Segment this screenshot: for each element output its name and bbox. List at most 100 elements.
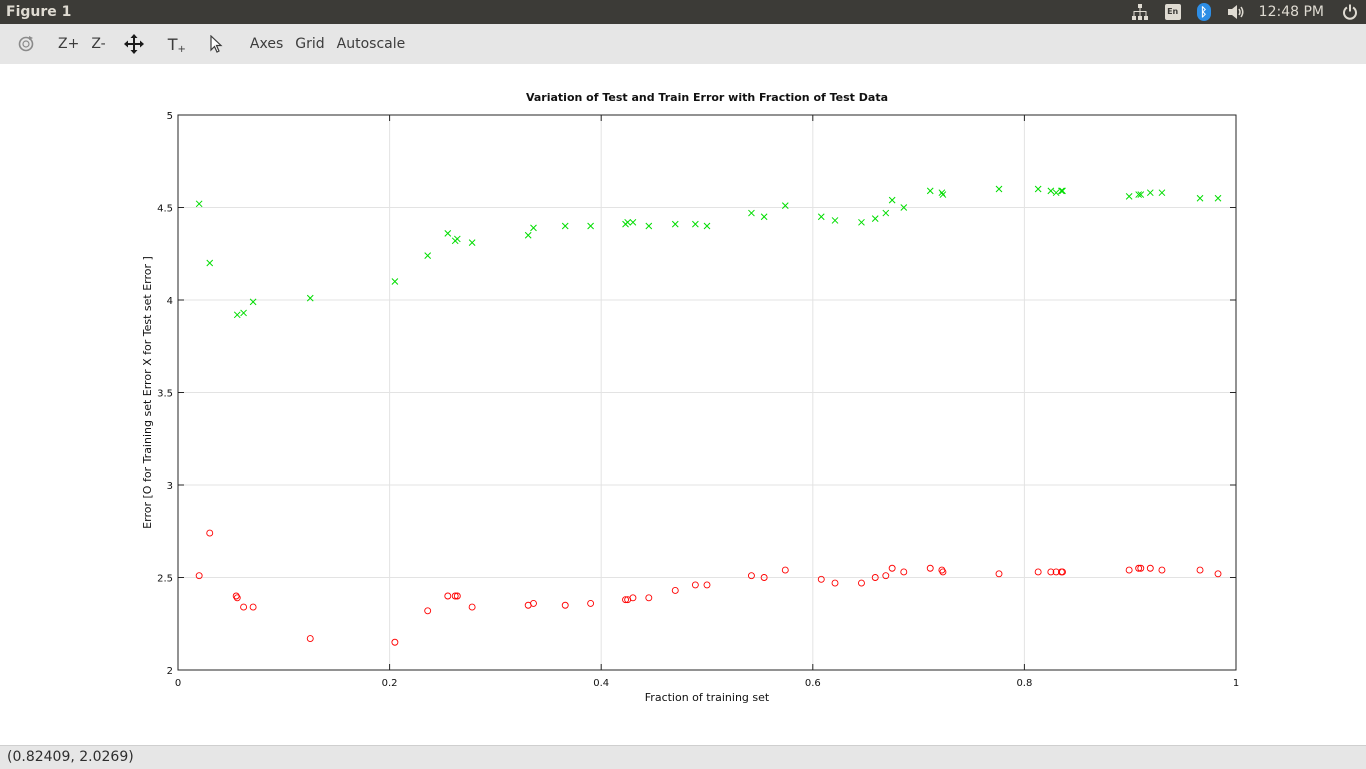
y-tick-label: 2 [167,666,173,677]
test-error-point [195,200,203,208]
training-error-point [1034,568,1042,576]
training-error-point [468,603,476,611]
insert-text-button[interactable]: T + [167,34,186,55]
training-error-point [424,607,432,615]
pan-icon[interactable] [116,29,152,59]
training-error-point [703,581,711,589]
test-error-point [524,231,532,239]
axis-ticks: 0 0.2 0.4 0.6 0.8 1 2 2.5 3 3.5 4 4.5 5 [157,111,1239,689]
test-error-point [561,222,569,230]
scatter-chart[interactable]: 0 0.2 0.4 0.6 0.8 1 2 2.5 3 3.5 4 4.5 5 Variation of… [0,64,1366,745]
window-title: Figure 1 [6,4,72,20]
test-error-point [1158,189,1166,197]
test-error-point [306,294,314,302]
test-error-point [939,191,947,198]
x-tick-label: 0.6 [805,678,821,689]
training-error-point [691,581,699,589]
power-icon[interactable] [1342,0,1358,24]
test-error-point [249,298,257,306]
x-tick-label: 0 [175,678,181,689]
y-tick-label: 4.5 [157,204,173,215]
test-error-point [1135,191,1143,198]
figure-toolbar: Z+ Z- T + Axes Grid Autoscale [0,24,1366,65]
y-tick-label: 4 [167,296,173,307]
training-error-point [1047,568,1055,576]
test-error-point [444,230,452,237]
training-error-point [645,594,653,602]
test-error-point [1052,189,1060,197]
training-error-point [781,566,789,574]
zoom-out-button[interactable]: Z- [91,36,106,52]
rotate-icon[interactable] [8,29,44,59]
training-error-point [232,592,240,600]
training-error-point [1214,570,1222,578]
training-error-point [206,529,214,537]
training-error-point [587,599,595,607]
test-error-point [831,217,839,224]
y-tick-label: 2.5 [157,574,173,585]
training-error-point [871,574,879,581]
chart-title: Variation of Test and Train Error with F… [526,91,888,104]
training-error-point [530,599,537,607]
y-tick-label: 3.5 [157,389,173,400]
system-tray: En ᛒ 12:48 PM [1123,0,1366,24]
figure-canvas[interactable]: 0 0.2 0.4 0.6 0.8 1 2 2.5 3 3.5 4 4.5 5 Variation of… [0,64,1366,745]
axes-button[interactable]: Axes [249,36,284,52]
keyboard-layout-icon[interactable]: En [1164,0,1181,24]
training-error-point [938,566,946,574]
test-error-point [748,209,755,217]
test-error-point [1059,187,1066,195]
training-error-point [453,592,461,600]
test-error-point [1034,185,1042,193]
y-tick-label: 5 [167,111,173,122]
training-error-point [629,594,637,602]
training-error-point [561,601,569,609]
x-axis-label: Fraction of training set [645,691,770,704]
training-error-point [622,596,629,604]
y-axis-label: Error [O for Training set Error X for Te… [141,256,154,529]
test-error-point [1214,194,1222,202]
clock[interactable]: 12:48 PM [1258,4,1324,20]
data-points [195,185,1222,646]
bluetooth-icon[interactable]: ᛒ [1196,0,1211,24]
test-error-point [1058,187,1065,195]
test-error-point [587,222,594,230]
test-error-point [1125,193,1133,200]
test-error-point [629,218,637,226]
cursor-coordinates: (0.82409, 2.0269) [7,749,134,765]
training-error-point [882,572,890,580]
training-error-point [747,572,755,580]
test-error-point [206,259,214,267]
test-error-point [530,224,537,232]
x-tick-label: 0.8 [1016,678,1032,689]
insert-text-label: T [167,34,178,54]
test-error-point [468,239,476,247]
y-tick-label: 3 [167,481,173,492]
zoom-in-button[interactable]: Z+ [58,36,80,52]
training-error-point [1146,564,1154,572]
test-error-point [233,311,241,319]
training-error-point [1158,566,1166,574]
test-error-point [624,218,632,226]
training-error-point [451,592,459,600]
test-error-point [1196,194,1204,202]
grid-button[interactable]: Grid [295,36,325,52]
training-error-point [391,638,399,646]
network-icon[interactable] [1131,0,1149,24]
select-pointer-icon[interactable] [198,29,234,59]
test-error-point [1137,191,1145,198]
training-error-point [1059,568,1066,576]
volume-icon[interactable] [1227,0,1245,24]
test-error-point [882,209,890,217]
test-error-point [645,222,653,230]
training-error-point [1196,566,1204,574]
training-error-point [1137,564,1145,572]
autoscale-button[interactable]: Autoscale [336,36,406,52]
test-error-point [671,220,679,228]
keyboard-layout-label: En [1164,4,1181,20]
test-error-point [240,309,247,317]
training-error-point [900,568,908,576]
training-error-point [671,587,679,594]
test-error-point [1146,189,1154,197]
test-error-point [888,196,896,204]
